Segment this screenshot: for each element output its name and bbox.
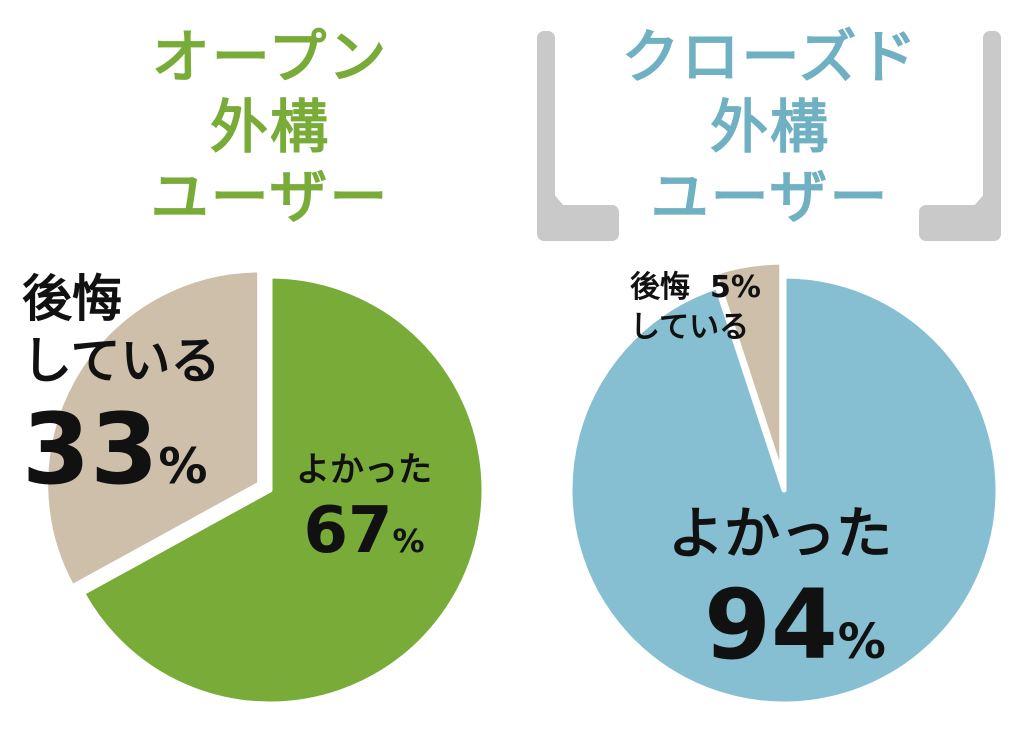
open-regret-label: 後悔 している 33% bbox=[22, 268, 221, 521]
closed-good-label: よかった 94% bbox=[668, 500, 892, 697]
open-chart-title: オープン 外構 ユーザー bbox=[110, 22, 430, 232]
open-good-line-1: よかった bbox=[296, 450, 432, 490]
pie-0-slice-0 bbox=[79, 273, 487, 707]
closed-chart-title: クローズド 外構 ユーザー bbox=[600, 22, 940, 232]
closed-regret-unit: % bbox=[730, 270, 761, 305]
closed-title-line-3: ユーザー bbox=[650, 163, 890, 231]
open-title-line-1: オープン bbox=[151, 23, 389, 91]
open-regret-line-1: 後悔 bbox=[22, 270, 122, 328]
closed-good-unit: % bbox=[837, 614, 886, 670]
open-title-line-3: ユーザー bbox=[150, 163, 390, 231]
closed-good-value: 94 bbox=[704, 569, 838, 681]
pie-0-slice-1 bbox=[43, 267, 263, 590]
closed-title-bracket bbox=[537, 31, 1001, 241]
pie-1-slice-0 bbox=[567, 273, 1001, 707]
open-good-unit: % bbox=[392, 522, 425, 560]
open-good-value: 67 bbox=[303, 494, 393, 568]
open-regret-unit: % bbox=[158, 438, 208, 495]
open-title-line-2: 外構 bbox=[209, 93, 330, 161]
closed-regret-line-2: している bbox=[630, 310, 750, 345]
closed-title-line-1: クローズド bbox=[621, 23, 919, 91]
closed-title-line-2: 外構 bbox=[709, 93, 830, 161]
closed-regret-line-1: 後悔 bbox=[630, 270, 690, 305]
open-regret-line-2: している bbox=[22, 332, 221, 390]
closed-good-line-1: よかった bbox=[668, 502, 892, 567]
open-regret-value: 33 bbox=[22, 393, 159, 507]
pie-1-slice-1 bbox=[712, 259, 785, 479]
open-good-label: よかった 67% bbox=[296, 448, 432, 580]
closed-regret-label: 後悔 5% している bbox=[630, 268, 761, 348]
closed-regret-value: 5 bbox=[710, 270, 731, 305]
